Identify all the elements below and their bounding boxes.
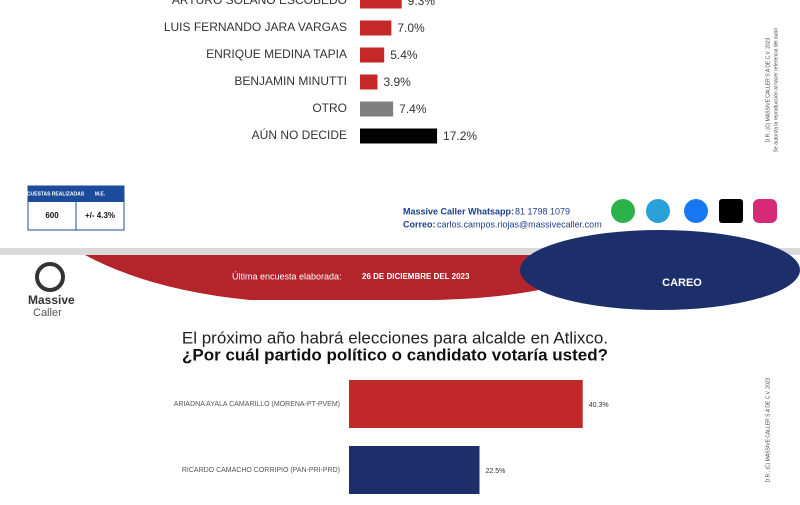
chart-title: El próximo año habrá elecciones para alc… bbox=[182, 328, 608, 347]
chart-subtitle: ¿Por cuál partido político o candidato v… bbox=[182, 345, 608, 364]
category-label: LUIS FERNANDO JARA VARGAS bbox=[164, 20, 347, 34]
facebook-icon[interactable] bbox=[684, 199, 708, 223]
side-note: D.R., (C) MASSIVE CALLER S.A DE C.V. 202… bbox=[765, 37, 771, 142]
whatsapp-label: Massive Caller Whatsapp: bbox=[403, 206, 514, 216]
value-label: 22.5% bbox=[486, 468, 506, 475]
value-label: 7.0% bbox=[397, 21, 425, 35]
value-label: 7.4% bbox=[399, 102, 427, 116]
section-title: CAREO bbox=[662, 277, 702, 289]
telegram-icon[interactable] bbox=[646, 199, 670, 223]
bar bbox=[360, 0, 402, 9]
survey-value: 600 bbox=[45, 211, 59, 220]
side-note: D.R., (C) MASSIVE CALLER S.A DE C.V. 202… bbox=[765, 377, 771, 482]
category-label: AÚN NO DECIDE bbox=[252, 127, 347, 142]
survey-header: ENCUESTAS REALIZADAS bbox=[20, 191, 85, 197]
bar bbox=[360, 74, 378, 90]
category-label: ARIADNA AYALA CAMARILLO (MORENA-PT-PVEM) bbox=[174, 401, 340, 408]
survey-value: +/- 4.3% bbox=[85, 211, 115, 220]
bar bbox=[349, 380, 583, 428]
bar bbox=[360, 128, 438, 144]
x-icon[interactable] bbox=[719, 199, 743, 223]
logo-mark bbox=[35, 262, 65, 292]
last-survey-date: 26 DE DICIEMBRE DEL 2023 bbox=[362, 272, 470, 281]
bar bbox=[349, 446, 480, 494]
value-label: 5.4% bbox=[390, 48, 418, 62]
value-label: 17.2% bbox=[443, 129, 477, 143]
category-label: RICARDO CAMACHO CORRIPIO (PAN-PRI-PRD) bbox=[182, 467, 340, 474]
instagram-icon[interactable] bbox=[753, 199, 777, 223]
value-label: 40.3% bbox=[589, 402, 609, 409]
bar bbox=[360, 20, 392, 36]
value-label: 3.9% bbox=[383, 75, 411, 89]
side-note: Se autoriza la reproducción al hacer ref… bbox=[773, 27, 779, 152]
banner-red bbox=[85, 255, 640, 300]
category-label: BENJAMIN MINUTTI bbox=[234, 74, 347, 88]
logo-text: Caller bbox=[33, 307, 62, 319]
whatsapp: 81 1798 1079 bbox=[515, 206, 570, 216]
logo-text: Massive bbox=[28, 293, 75, 307]
banner-navy bbox=[520, 230, 800, 310]
category-label: OTRO bbox=[312, 101, 347, 115]
email-label: Correo: bbox=[403, 219, 436, 229]
category-label: ENRIQUE MEDINA TAPIA bbox=[206, 47, 347, 61]
email: carlos.campos.riojas@massivecaller.com bbox=[437, 219, 602, 229]
category-label: ARTURO SOLANO ESCOBEDO bbox=[172, 0, 347, 7]
whatsapp-icon[interactable] bbox=[611, 199, 635, 223]
value-label: 9.3% bbox=[408, 0, 436, 8]
bar bbox=[360, 101, 394, 117]
last-survey-label: Última encuesta elaborada: bbox=[232, 271, 342, 281]
survey-header: M.E. bbox=[95, 191, 106, 197]
bar bbox=[360, 47, 385, 63]
